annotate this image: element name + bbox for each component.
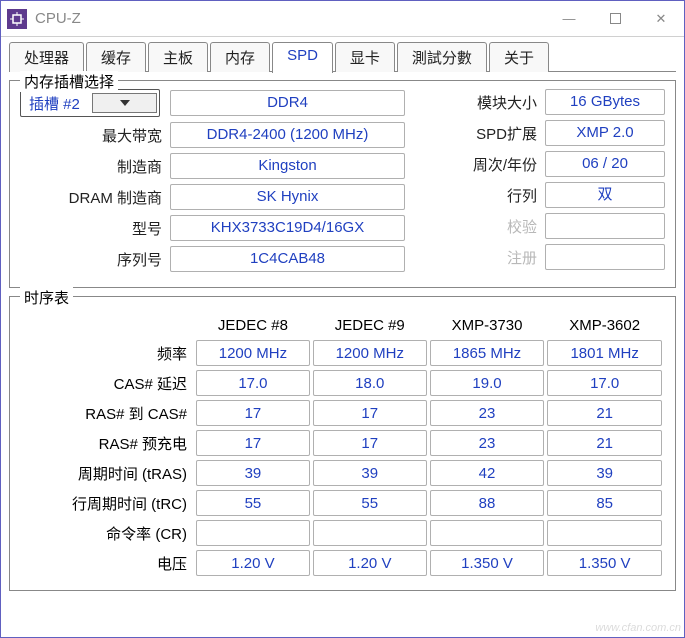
app-icon <box>7 9 27 29</box>
timing-cell: 1200 MHz <box>313 340 427 366</box>
tab-3[interactable]: 内存 <box>210 42 270 72</box>
timing-cell: 17 <box>196 400 310 426</box>
timing-row-label: 电压 <box>23 550 193 576</box>
label-spd-ext: SPD扩展 <box>415 123 545 144</box>
label-max-bw: 最大带宽 <box>20 125 170 146</box>
timing-legend: 时序表 <box>20 287 73 308</box>
value-week-year: 06 / 20 <box>545 151 665 177</box>
timing-cell: 39 <box>313 460 427 486</box>
timing-cell: 17 <box>313 430 427 456</box>
label-check: 校验 <box>415 216 545 237</box>
timing-col-header: JEDEC #9 <box>313 315 427 336</box>
timing-cell <box>547 520 662 546</box>
timing-cell: 39 <box>547 460 662 486</box>
timing-cell: 42 <box>430 460 545 486</box>
window-title: CPU-Z <box>35 10 546 27</box>
timing-cell: 18.0 <box>313 370 427 396</box>
minimize-button[interactable]: — <box>546 1 592 37</box>
timing-col-header: JEDEC #8 <box>196 315 310 336</box>
timing-cell: 19.0 <box>430 370 545 396</box>
timing-cell: 55 <box>313 490 427 516</box>
timing-cell: 17.0 <box>196 370 310 396</box>
timing-row-label: 行周期时间 (tRC) <box>23 490 193 516</box>
timing-cell: 1200 MHz <box>196 340 310 366</box>
value-mod-size: 16 GBytes <box>545 89 665 115</box>
value-ranks: 双 <box>545 182 665 208</box>
memory-type: DDR4 <box>170 90 405 116</box>
timing-cell <box>430 520 545 546</box>
label-mod-size: 模块大小 <box>415 92 545 113</box>
maximize-icon <box>610 13 621 24</box>
timing-cell: 1.20 V <box>196 550 310 576</box>
tab-6[interactable]: 測試分數 <box>397 42 487 72</box>
label-dram-mfr: DRAM 制造商 <box>20 187 170 208</box>
timing-cell: 55 <box>196 490 310 516</box>
tab-4[interactable]: SPD <box>272 42 333 73</box>
timing-table: JEDEC #8JEDEC #9XMP-3730XMP-3602频率1200 M… <box>20 311 665 580</box>
tab-2[interactable]: 主板 <box>148 42 208 72</box>
label-week-year: 周次/年份 <box>415 154 545 175</box>
window: CPU-Z — ✕ 处理器缓存主板内存SPD显卡測試分數关于 内存插槽选择 插槽… <box>0 0 685 638</box>
timing-cell: 1801 MHz <box>547 340 662 366</box>
timing-cell: 21 <box>547 400 662 426</box>
timing-col-header: XMP-3602 <box>547 315 662 336</box>
slot-select[interactable]: 插槽 #2 <box>20 89 160 117</box>
maximize-button[interactable] <box>592 1 638 37</box>
tab-5[interactable]: 显卡 <box>335 42 395 72</box>
timing-cell <box>196 520 310 546</box>
label-part: 型号 <box>20 218 170 239</box>
slot-legend: 内存插槽选择 <box>20 71 118 92</box>
timing-cell: 23 <box>430 430 545 456</box>
slot-select-value: 插槽 #2 <box>29 93 92 114</box>
value-mfr: Kingston <box>170 153 405 179</box>
value-part: KHX3733C19D4/16GX <box>170 215 405 241</box>
timing-cell: 39 <box>196 460 310 486</box>
timing-cell: 17 <box>196 430 310 456</box>
tab-1[interactable]: 缓存 <box>86 42 146 72</box>
timing-row-label: 频率 <box>23 340 193 366</box>
timing-cell <box>313 520 427 546</box>
label-serial: 序列号 <box>20 249 170 270</box>
chevron-down-icon <box>92 93 157 113</box>
label-ranks: 行列 <box>415 185 545 206</box>
value-reg <box>545 244 665 270</box>
memory-slot-group: 内存插槽选择 插槽 #2 DDR4 最大带宽 <box>9 80 676 288</box>
timing-cell: 1865 MHz <box>430 340 545 366</box>
timing-cell: 17 <box>313 400 427 426</box>
tab-bar: 处理器缓存主板内存SPD显卡測試分數关于 <box>1 38 684 72</box>
value-check <box>545 213 665 239</box>
timing-cell: 1.350 V <box>547 550 662 576</box>
timing-cell: 1.20 V <box>313 550 427 576</box>
titlebar: CPU-Z — ✕ <box>1 1 684 37</box>
timing-row-label: RAS# 到 CAS# <box>23 400 193 426</box>
value-serial: 1C4CAB48 <box>170 246 405 272</box>
label-mfr: 制造商 <box>20 156 170 177</box>
value-max-bw: DDR4-2400 (1200 MHz) <box>170 122 405 148</box>
close-button[interactable]: ✕ <box>638 1 684 37</box>
timing-cell: 88 <box>430 490 545 516</box>
value-spd-ext: XMP 2.0 <box>545 120 665 146</box>
timing-cell: 85 <box>547 490 662 516</box>
tab-content: 内存插槽选择 插槽 #2 DDR4 最大带宽 <box>9 71 676 629</box>
tab-7[interactable]: 关于 <box>489 42 549 72</box>
timing-col-header: XMP-3730 <box>430 315 545 336</box>
timing-row-label: 命令率 (CR) <box>23 520 193 546</box>
timing-cell: 17.0 <box>547 370 662 396</box>
tab-0[interactable]: 处理器 <box>9 42 84 72</box>
timing-row-label: 周期时间 (tRAS) <box>23 460 193 486</box>
timing-cell: 1.350 V <box>430 550 545 576</box>
watermark: www.cfan.com.cn <box>595 622 681 634</box>
timing-cell: 21 <box>547 430 662 456</box>
timing-group: 时序表 JEDEC #8JEDEC #9XMP-3730XMP-3602频率12… <box>9 296 676 591</box>
timing-row-label: RAS# 预充电 <box>23 430 193 456</box>
titlebar-buttons: — ✕ <box>546 1 684 37</box>
timing-cell: 23 <box>430 400 545 426</box>
timing-row-label: CAS# 延迟 <box>23 370 193 396</box>
value-dram-mfr: SK Hynix <box>170 184 405 210</box>
label-reg: 注册 <box>415 247 545 268</box>
